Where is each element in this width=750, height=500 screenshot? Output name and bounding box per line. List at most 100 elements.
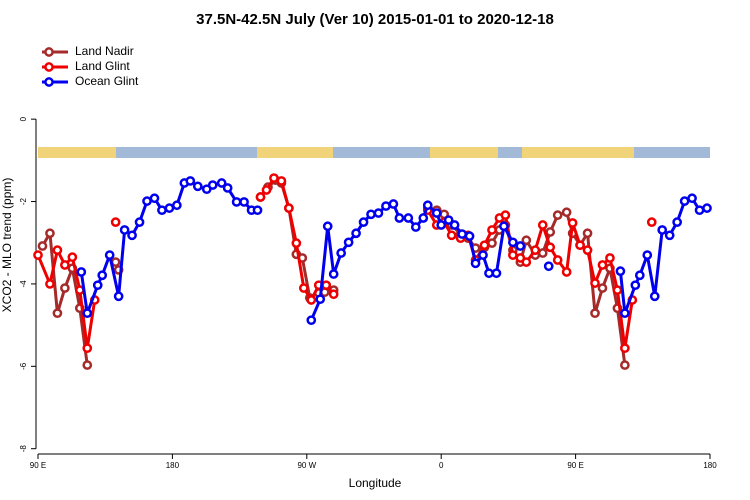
data-point bbox=[336, 248, 346, 258]
data-point bbox=[664, 230, 675, 241]
data-point bbox=[45, 228, 55, 239]
data-point bbox=[545, 242, 556, 253]
data-point bbox=[343, 237, 354, 248]
data-point bbox=[291, 238, 302, 248]
data-point bbox=[545, 227, 556, 237]
x-tick-label: 0 bbox=[439, 461, 444, 470]
data-point bbox=[590, 278, 600, 288]
data-point bbox=[269, 173, 279, 183]
data-point bbox=[521, 257, 532, 267]
data-point bbox=[620, 360, 630, 370]
data-point bbox=[597, 283, 608, 293]
data-point bbox=[537, 220, 548, 230]
data-point bbox=[484, 268, 494, 279]
data-point bbox=[298, 283, 309, 293]
data-point bbox=[403, 213, 414, 223]
data-point bbox=[52, 245, 63, 255]
y-tick-label: 0 bbox=[19, 116, 28, 121]
data-point bbox=[185, 176, 196, 186]
data-point bbox=[321, 280, 332, 291]
data-point bbox=[306, 295, 317, 305]
data-point bbox=[284, 203, 294, 213]
data-point bbox=[388, 199, 399, 209]
data-point bbox=[366, 209, 376, 220]
data-point bbox=[351, 228, 361, 239]
data-point bbox=[449, 220, 460, 230]
data-point bbox=[394, 213, 405, 223]
data-point bbox=[239, 197, 249, 207]
data-point bbox=[82, 343, 93, 354]
data-point bbox=[373, 208, 384, 218]
data-point bbox=[381, 201, 391, 211]
data-point bbox=[672, 217, 682, 227]
data-point bbox=[537, 248, 548, 258]
data-point bbox=[222, 183, 233, 193]
data-point bbox=[328, 269, 339, 279]
data-point bbox=[33, 250, 43, 260]
legend-label: Land Nadir bbox=[75, 44, 134, 58]
data-point bbox=[470, 258, 481, 269]
x-axis-label: Longitude bbox=[349, 476, 402, 490]
data-point bbox=[231, 197, 242, 207]
data-point bbox=[694, 205, 705, 216]
data-point bbox=[657, 225, 668, 235]
data-point bbox=[642, 250, 653, 260]
data-point bbox=[110, 217, 121, 227]
x-tick-label: 180 bbox=[703, 461, 717, 470]
data-point bbox=[646, 217, 657, 227]
data-point bbox=[322, 221, 333, 232]
data-point bbox=[422, 200, 433, 211]
data-point bbox=[192, 181, 203, 192]
data-point bbox=[620, 343, 630, 354]
data-point bbox=[52, 308, 63, 319]
data-point bbox=[164, 203, 175, 213]
x-tick-label: 90 E bbox=[567, 461, 583, 470]
data-point bbox=[487, 238, 497, 248]
data-point bbox=[255, 192, 266, 202]
data-point bbox=[443, 215, 454, 225]
data-point bbox=[487, 225, 497, 235]
y-axis-label: XCO2 - MLO trend (ppm) bbox=[0, 178, 14, 313]
data-point bbox=[702, 203, 712, 213]
y-tick-label: -8 bbox=[19, 445, 28, 453]
x-tick-label: 90 E bbox=[30, 461, 46, 470]
data-point bbox=[358, 217, 369, 227]
data-point bbox=[561, 267, 572, 277]
data-point bbox=[127, 230, 137, 241]
x-tick-label: 90 W bbox=[297, 461, 316, 470]
data-point bbox=[567, 218, 578, 228]
data-point bbox=[431, 208, 442, 218]
data-point bbox=[508, 237, 518, 248]
data-point bbox=[328, 289, 339, 300]
data-point bbox=[479, 240, 490, 251]
legend-marker bbox=[44, 62, 54, 72]
data-point bbox=[552, 255, 563, 265]
legend-marker bbox=[44, 47, 54, 57]
land-ocean-strip bbox=[38, 147, 710, 158]
series bbox=[33, 173, 657, 354]
data-point bbox=[597, 260, 608, 270]
data-point bbox=[612, 285, 623, 295]
data-point bbox=[582, 245, 593, 255]
data-point bbox=[491, 268, 502, 279]
data-point bbox=[649, 291, 660, 302]
data-point bbox=[216, 178, 227, 188]
data-point bbox=[76, 267, 87, 277]
data-point bbox=[45, 279, 55, 289]
data-point bbox=[97, 270, 108, 281]
data-point bbox=[37, 241, 48, 251]
data-point bbox=[82, 308, 93, 319]
data-point bbox=[119, 225, 130, 235]
data-point bbox=[605, 253, 615, 263]
data-point bbox=[261, 185, 272, 195]
data-point bbox=[92, 280, 103, 291]
data-point bbox=[172, 200, 182, 211]
data-point bbox=[630, 280, 641, 291]
data-point bbox=[142, 196, 152, 206]
data-point bbox=[590, 308, 600, 319]
data-point bbox=[561, 207, 572, 218]
data-point bbox=[82, 360, 93, 370]
data-point bbox=[457, 229, 467, 239]
data-point bbox=[620, 308, 630, 319]
